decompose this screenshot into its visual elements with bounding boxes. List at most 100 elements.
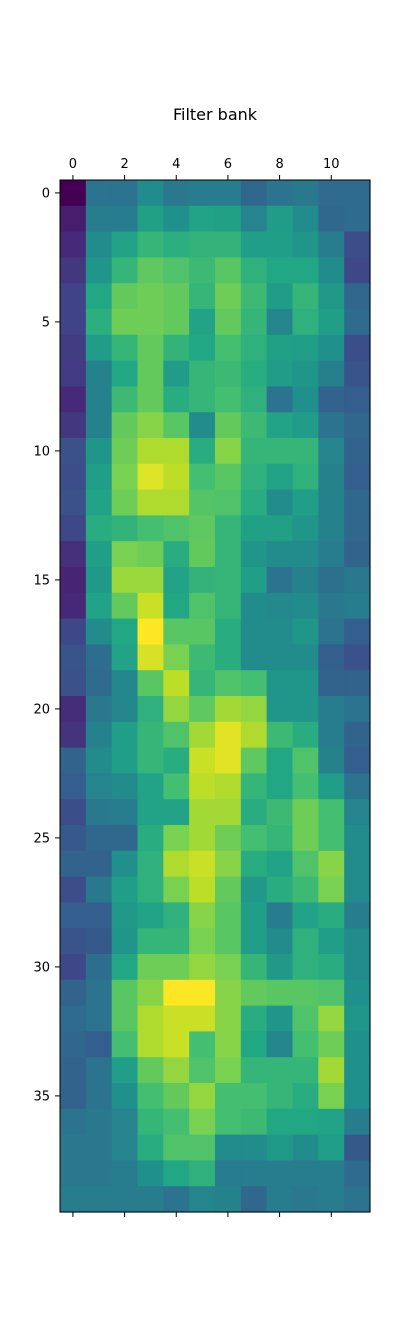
heatmap-cell: [215, 850, 242, 878]
heatmap-cell: [344, 360, 371, 387]
y-tick-label: 35: [33, 1089, 50, 1104]
heatmap-cell: [111, 799, 139, 826]
heatmap-cell: [189, 360, 216, 387]
heatmap-cell: [137, 1108, 164, 1136]
heatmap-cell: [163, 567, 190, 594]
heatmap-cell: [137, 825, 164, 852]
heatmap-cell: [163, 979, 190, 1007]
heatmap-cell: [111, 515, 139, 542]
heatmap-cell: [215, 876, 242, 903]
heatmap-cell: [344, 592, 371, 620]
heatmap-cell: [111, 825, 139, 852]
heatmap-cell: [344, 773, 371, 800]
heatmap-cell: [60, 463, 87, 491]
heatmap-cell: [266, 412, 294, 439]
heatmap-cell: [85, 670, 113, 697]
heatmap-cell: [215, 309, 242, 336]
heatmap-cell: [137, 567, 164, 594]
heatmap-cell: [318, 412, 345, 439]
heatmap-cell: [60, 747, 87, 774]
heatmap-cell: [60, 386, 87, 413]
heatmap-cell: [240, 1134, 268, 1161]
heatmap-cell: [266, 644, 294, 671]
heatmap-cell: [266, 438, 294, 465]
heatmap-cell: [215, 1160, 242, 1187]
heatmap-cell: [292, 825, 319, 852]
heatmap-cell: [266, 1108, 294, 1136]
heatmap-cell: [344, 825, 371, 852]
heatmap-cell: [266, 257, 294, 284]
x-tick-label: 4: [172, 157, 180, 172]
heatmap-cell: [189, 979, 216, 1007]
heatmap-cell: [240, 1057, 268, 1084]
heatmap-cell: [189, 1186, 216, 1213]
heatmap-cell: [240, 954, 268, 981]
heatmap-cell: [163, 386, 190, 413]
heatmap-cell: [60, 902, 87, 929]
heatmap-cell: [318, 489, 345, 516]
heatmap-cell: [137, 541, 164, 568]
heatmap-cell: [137, 850, 164, 878]
heatmap-cell: [111, 1031, 139, 1058]
heatmap-cell: [292, 334, 319, 362]
heatmap-cell: [318, 928, 345, 955]
heatmap-cell: [240, 438, 268, 465]
x-tick-label: 8: [275, 157, 283, 172]
heatmap-cell: [292, 541, 319, 568]
heatmap-cell: [292, 231, 319, 258]
heatmap-cell: [189, 489, 216, 516]
heatmap-cell: [60, 1005, 87, 1032]
heatmap-cell: [215, 180, 242, 207]
heatmap-cell: [189, 1108, 216, 1136]
heatmap-cell: [266, 334, 294, 362]
heatmap-cell: [344, 412, 371, 439]
heatmap-cell: [189, 1005, 216, 1032]
heatmap-cell: [85, 928, 113, 955]
heatmap-cell: [163, 747, 190, 774]
heatmap-cell: [137, 283, 164, 310]
heatmap-cell: [266, 1057, 294, 1084]
y-tick-label: 25: [33, 831, 50, 846]
heatmap-cell: [344, 928, 371, 955]
heatmap-cell: [266, 876, 294, 903]
heatmap-cell: [266, 850, 294, 878]
heatmap-cell: [344, 231, 371, 258]
heatmap-cell: [344, 1134, 371, 1161]
heatmap-cell: [60, 954, 87, 981]
heatmap-cell: [266, 1186, 294, 1213]
heatmap-cell: [189, 515, 216, 542]
heatmap-cell: [292, 515, 319, 542]
heatmap-cell: [240, 567, 268, 594]
heatmap-cell: [111, 257, 139, 284]
heatmap-cell: [189, 773, 216, 800]
heatmap-cell: [137, 360, 164, 387]
heatmap-cell: [163, 1031, 190, 1058]
heatmap-cell: [292, 257, 319, 284]
heatmap-cell: [163, 618, 190, 645]
heatmap-cell: [266, 747, 294, 774]
heatmap-cell: [189, 1031, 216, 1058]
heatmap-cell: [60, 670, 87, 697]
heatmap-cell: [85, 489, 113, 516]
heatmap-cell: [292, 567, 319, 594]
heatmap-cell: [215, 334, 242, 362]
heatmap-cell: [163, 644, 190, 671]
heatmap-cell: [111, 1134, 139, 1161]
heatmap-cell: [266, 592, 294, 620]
heatmap-cell: [344, 696, 371, 723]
heatmap-cell: [137, 231, 164, 258]
heatmap-cell: [60, 489, 87, 516]
heatmap-cell: [215, 799, 242, 826]
heatmap-cell: [111, 902, 139, 929]
heatmap-cell: [60, 438, 87, 465]
heatmap-cell: [344, 438, 371, 465]
heatmap-cell: [137, 205, 164, 233]
heatmap-cell: [111, 1083, 139, 1110]
heatmap-cell: [266, 283, 294, 310]
heatmap-cell: [163, 1005, 190, 1032]
heatmap-cell: [163, 1108, 190, 1136]
heatmap-cell: [85, 773, 113, 800]
heatmap-cell: [189, 1160, 216, 1187]
heatmap-cell: [85, 825, 113, 852]
heatmap-cell: [292, 928, 319, 955]
